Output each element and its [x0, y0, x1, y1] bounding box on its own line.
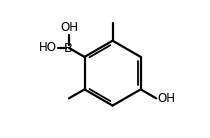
Text: B: B: [64, 42, 73, 55]
Text: OH: OH: [60, 21, 78, 34]
Text: OH: OH: [157, 92, 175, 105]
Text: HO: HO: [39, 41, 57, 55]
